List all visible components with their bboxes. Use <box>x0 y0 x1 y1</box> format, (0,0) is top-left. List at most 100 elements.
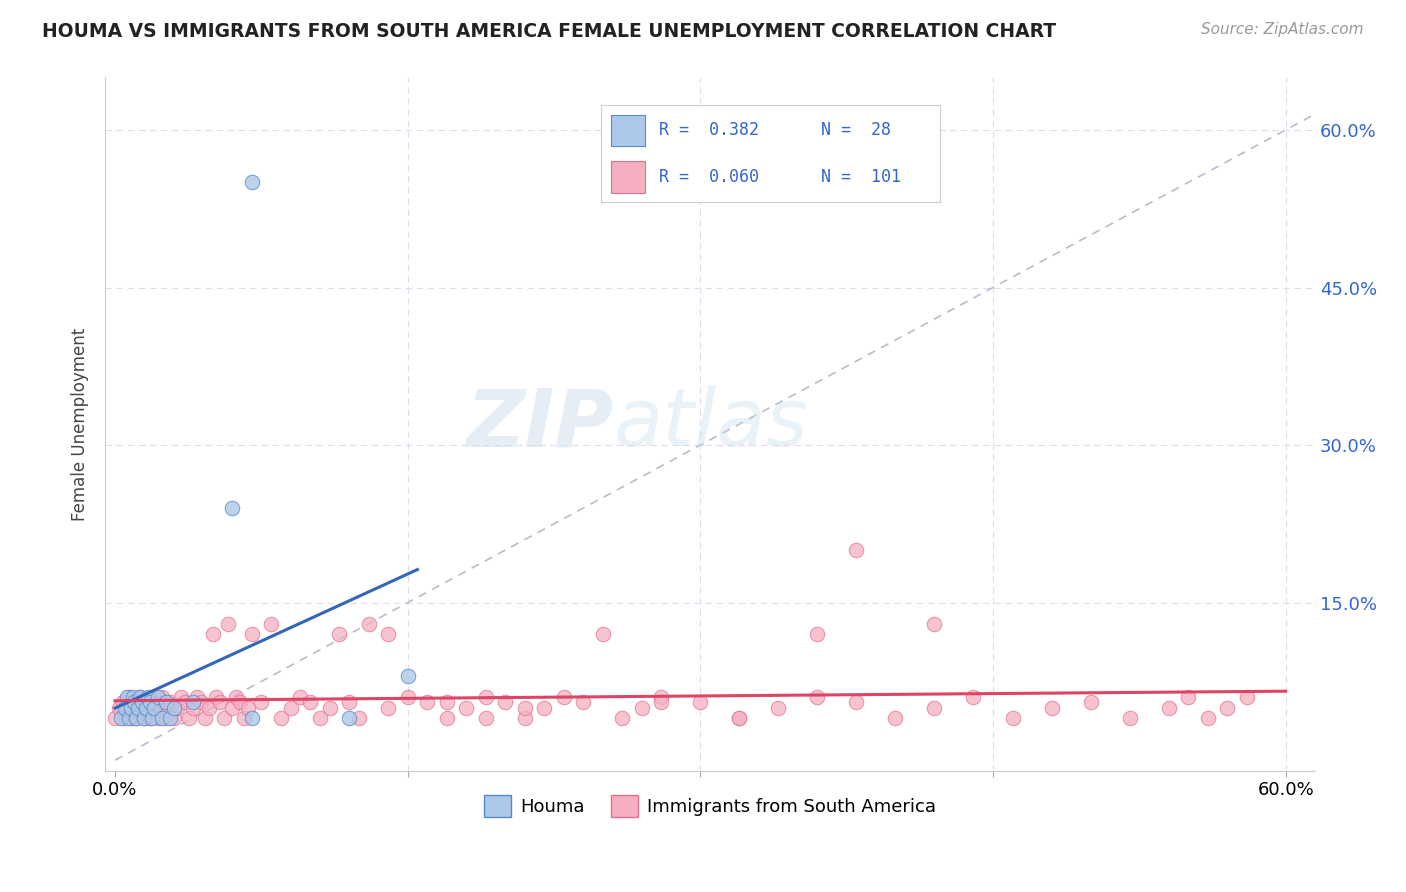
Point <box>166 700 188 714</box>
Point <box>125 711 148 725</box>
Point <box>121 690 143 705</box>
Legend: Houma, Immigrants from South America: Houma, Immigrants from South America <box>477 788 943 824</box>
Point <box>728 711 751 725</box>
Point <box>155 711 177 725</box>
Point <box>146 711 169 725</box>
Point <box>111 695 134 709</box>
Point <box>768 700 790 714</box>
Point <box>328 627 350 641</box>
Point <box>806 627 828 641</box>
Text: Source: ZipAtlas.com: Source: ZipAtlas.com <box>1201 22 1364 37</box>
Point <box>436 695 458 709</box>
Point <box>225 690 247 705</box>
Point <box>181 700 204 714</box>
Point <box>162 711 184 725</box>
Text: HOUMA VS IMMIGRANTS FROM SOUTH AMERICA FEMALE UNEMPLOYMENT CORRELATION CHART: HOUMA VS IMMIGRANTS FROM SOUTH AMERICA F… <box>42 22 1056 41</box>
Point <box>533 700 555 714</box>
Point <box>159 695 181 709</box>
Point <box>186 690 208 705</box>
Point <box>337 711 360 725</box>
Point <box>197 700 219 714</box>
Point <box>240 711 263 725</box>
Point <box>299 695 322 709</box>
Point <box>436 711 458 725</box>
Point <box>1040 700 1063 714</box>
Y-axis label: Female Unemployment: Female Unemployment <box>72 327 89 521</box>
Point <box>156 700 179 714</box>
Point <box>318 700 340 714</box>
Point <box>117 690 139 705</box>
Point <box>217 616 239 631</box>
Point <box>205 690 228 705</box>
Point <box>114 700 136 714</box>
Point <box>240 627 263 641</box>
Point <box>124 695 146 709</box>
Point <box>270 711 292 725</box>
Point <box>962 690 984 705</box>
Point <box>845 695 868 709</box>
Point <box>1157 700 1180 714</box>
Point <box>127 700 149 714</box>
Point <box>114 711 136 725</box>
Point <box>456 700 478 714</box>
Point <box>212 711 235 725</box>
Point <box>1001 711 1024 725</box>
Text: ZIP: ZIP <box>465 385 613 463</box>
Point <box>120 711 142 725</box>
Point <box>150 711 173 725</box>
Point <box>221 700 243 714</box>
Point <box>146 690 169 705</box>
Point <box>174 695 197 709</box>
Point <box>129 690 152 705</box>
Point <box>108 700 131 714</box>
Point <box>612 711 634 725</box>
Point <box>131 695 153 709</box>
Point <box>136 695 159 709</box>
Point <box>308 711 330 725</box>
Point <box>250 695 273 709</box>
Point <box>553 690 575 705</box>
Point <box>120 700 142 714</box>
Point <box>141 700 163 714</box>
Point <box>121 700 143 714</box>
Point <box>1216 700 1239 714</box>
Point <box>689 695 711 709</box>
Point <box>139 695 162 709</box>
Point <box>1177 690 1199 705</box>
Point <box>806 690 828 705</box>
Point <box>141 711 163 725</box>
Point <box>135 700 157 714</box>
Point <box>337 695 360 709</box>
Text: atlas: atlas <box>613 385 808 463</box>
Point <box>194 711 217 725</box>
Point <box>139 711 162 725</box>
Point <box>650 695 672 709</box>
Point <box>150 690 173 705</box>
Point <box>127 700 149 714</box>
Point <box>181 695 204 709</box>
Point <box>209 695 232 709</box>
Point <box>1236 690 1258 705</box>
Point <box>129 690 152 705</box>
Point <box>155 695 177 709</box>
Point <box>115 690 138 705</box>
Point <box>630 700 652 714</box>
Point <box>884 711 907 725</box>
Point <box>474 711 496 725</box>
Point <box>924 616 946 631</box>
Point <box>290 690 312 705</box>
Point <box>162 700 184 714</box>
Point <box>190 695 212 709</box>
Point <box>143 690 166 705</box>
Point <box>513 711 536 725</box>
Point <box>134 711 156 725</box>
Point <box>728 711 751 725</box>
Point <box>416 695 439 709</box>
Point <box>572 695 595 709</box>
Point <box>1080 695 1102 709</box>
Point <box>136 690 159 705</box>
Point <box>229 695 252 709</box>
Point <box>201 627 224 641</box>
Point <box>135 700 157 714</box>
Point <box>131 695 153 709</box>
